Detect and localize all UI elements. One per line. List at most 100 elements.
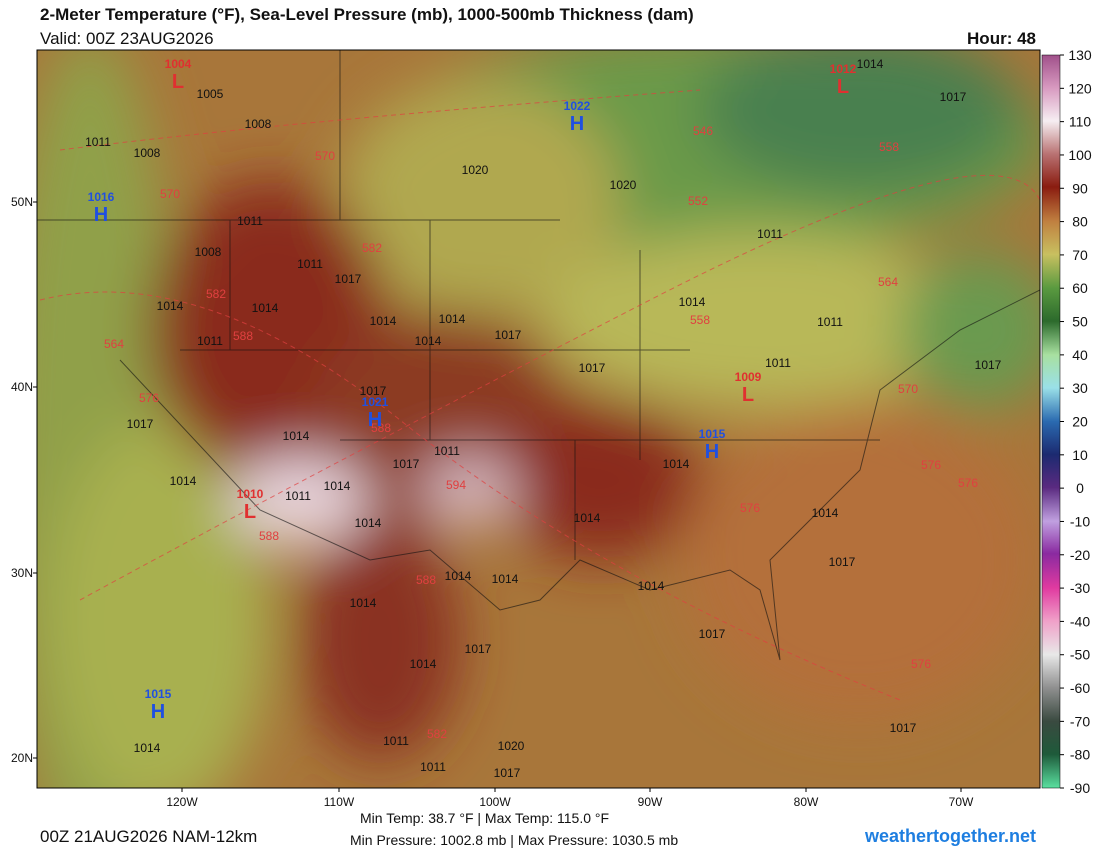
isobar-label: 1017 <box>335 272 362 286</box>
pressure-center-letter: H <box>570 113 584 135</box>
isobar-label: 1011 <box>434 444 460 458</box>
colorbar-label: 30 <box>1072 380 1088 396</box>
thickness-label: 588 <box>371 421 391 435</box>
isobar-label: 1008 <box>245 117 272 131</box>
temp-range: Min Temp: 38.7 °F | Max Temp: 115.0 °F <box>360 810 609 826</box>
colorbar-label: -90 <box>1070 780 1090 796</box>
colorbar-label: 100 <box>1068 147 1092 163</box>
isobar-label: 1014 <box>415 334 442 348</box>
colorbar-label: -20 <box>1070 547 1090 563</box>
pressure-range: Min Pressure: 1002.8 mb | Max Pressure: … <box>350 832 678 848</box>
pressure-center-value: 1015 <box>699 427 726 441</box>
isobar-label: 1017 <box>829 555 856 569</box>
pressure-center-value: 1021 <box>362 395 389 409</box>
isobar-label: 1014 <box>812 506 839 520</box>
thickness-label: 582 <box>362 241 382 255</box>
thickness-label: 564 <box>104 337 124 351</box>
thickness-label: 588 <box>416 573 436 587</box>
isobar-label: 1017 <box>360 384 387 398</box>
isobar-label: 1017 <box>465 642 492 656</box>
title: 2-Meter Temperature (°F), Sea-Level Pres… <box>40 5 694 24</box>
isobar-label: 1011 <box>757 227 783 241</box>
isobar-label: 1020 <box>610 178 637 192</box>
isobar-label: 1011 <box>817 315 843 329</box>
colorbar-label: -10 <box>1070 513 1090 529</box>
isobar-label: 1008 <box>134 146 161 160</box>
isobar-label: 1014 <box>492 572 519 586</box>
map-field <box>37 50 1040 788</box>
isobar-label: 1014 <box>355 516 382 530</box>
latitude-label: 20N <box>11 751 33 765</box>
colorbar-label: 130 <box>1068 47 1092 63</box>
isobar-label: 1011 <box>297 257 323 271</box>
isobar-label: 1014 <box>283 429 310 443</box>
longitude-label: 110W <box>324 795 355 809</box>
colorbar-label: -70 <box>1070 713 1090 729</box>
isobar-label: 1017 <box>495 328 522 342</box>
pressure-center-letter: L <box>172 71 184 93</box>
colorbar-label: -40 <box>1070 613 1090 629</box>
pressure-center-letter: H <box>368 409 382 431</box>
latitude-label: 30N <box>11 566 33 580</box>
thickness-label: 576 <box>921 458 941 472</box>
isobar-label: 1020 <box>462 163 489 177</box>
isobar-label: 1011 <box>237 214 263 228</box>
thickness-label: 576 <box>958 476 978 490</box>
isobar-label: 1017 <box>975 358 1002 372</box>
colorbar-label: 70 <box>1072 247 1088 263</box>
isobar-label: 1014 <box>445 569 472 583</box>
isobar-label: 1017 <box>940 90 967 104</box>
thickness-label: 552 <box>688 194 708 208</box>
isobar-label: 1011 <box>765 356 791 370</box>
pressure-center-value: 1016 <box>88 190 115 204</box>
colorbar-label: -80 <box>1070 747 1090 763</box>
colorbar-label: 110 <box>1069 114 1092 130</box>
pressure-center-letter: L <box>742 384 754 406</box>
thickness-label: 576 <box>911 657 931 671</box>
latitude-label: 50N <box>11 195 33 209</box>
thickness-label: 546 <box>693 124 713 138</box>
pressure-center-value: 1022 <box>564 99 591 113</box>
isobar-label: 1017 <box>579 361 606 375</box>
colorbar-label: 40 <box>1072 347 1088 363</box>
colorbar-label: 10 <box>1072 447 1088 463</box>
isobar-label: 1014 <box>370 314 397 328</box>
isobar-label: 1014 <box>857 57 884 71</box>
longitude-label: 120W <box>166 795 198 809</box>
isobar-label: 1014 <box>252 301 279 315</box>
colorbar-label: -60 <box>1070 680 1090 696</box>
pressure-center-value: 1012 <box>830 62 857 76</box>
isobar-label: 1014 <box>157 299 184 313</box>
isobar-label: 1014 <box>574 511 601 525</box>
map-frame <box>36 49 1041 789</box>
thickness-label: 594 <box>446 478 466 492</box>
thickness-label: 582 <box>206 287 226 301</box>
pressure-center-value: 1010 <box>237 487 264 501</box>
site-credit: weathertogether.net <box>864 826 1036 846</box>
pressure-center-letter: L <box>244 501 256 523</box>
isobar-label: 1014 <box>663 457 690 471</box>
pressure-center-letter: H <box>705 441 719 463</box>
isobar-label: 1017 <box>127 417 154 431</box>
thickness-label: 570 <box>160 187 180 201</box>
valid-time: Valid: 00Z 23AUG2026 <box>40 29 214 48</box>
pressure-center-letter: L <box>837 76 849 98</box>
colorbar-label: 60 <box>1072 280 1088 296</box>
thickness-label: 564 <box>878 275 898 289</box>
colorbar-label: 20 <box>1072 414 1088 430</box>
pressure-center-value: 1004 <box>165 57 192 71</box>
thickness-label: 588 <box>233 329 253 343</box>
isobar-label: 1014 <box>410 657 437 671</box>
colorbar-label: 90 <box>1072 180 1088 196</box>
pressure-center-value: 1009 <box>735 370 762 384</box>
longitude-label: 70W <box>949 795 974 809</box>
latitude-label: 40N <box>11 380 33 394</box>
isobar-label: 1014 <box>170 474 197 488</box>
isobar-label: 1017 <box>393 457 420 471</box>
thickness-label: 570 <box>315 149 335 163</box>
thickness-label: 570 <box>898 382 918 396</box>
isobar-label: 1011 <box>383 734 409 748</box>
longitude-label: 90W <box>638 795 663 809</box>
